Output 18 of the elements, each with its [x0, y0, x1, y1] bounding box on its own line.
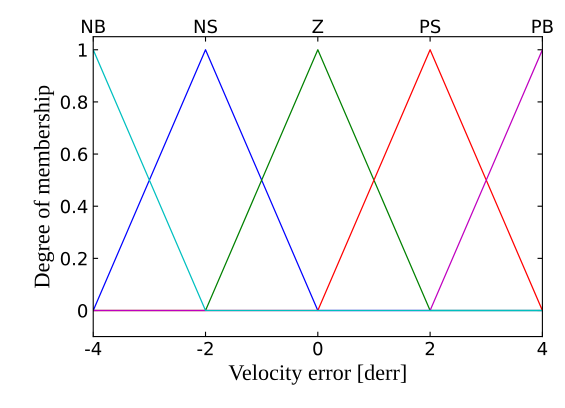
- x-axis-title: Velocity error [derr]: [228, 364, 406, 385]
- x-tick-label: 4: [538, 342, 548, 356]
- y-tick-label: 0.6: [60, 148, 88, 162]
- y-tick-label: 0.8: [60, 95, 88, 110]
- y-axis-title: Degree of membership: [34, 86, 54, 288]
- x-tick-label: -2: [197, 342, 213, 356]
- series-label: PS: [420, 20, 440, 34]
- series-label: Z: [312, 20, 324, 33]
- y-tick-label: 0.4: [60, 200, 88, 214]
- series-label: PB: [532, 20, 553, 33]
- series-label: NS: [194, 20, 217, 34]
- y-tick-label: 0: [78, 304, 88, 318]
- y-tick-label: 0.2: [60, 252, 87, 266]
- x-tick-label: -4: [85, 342, 102, 356]
- x-tick-label: 2: [426, 342, 434, 356]
- y-tick-label: 1: [78, 43, 87, 57]
- series-label: NB: [82, 20, 105, 33]
- x-tick-label: 0: [313, 342, 322, 356]
